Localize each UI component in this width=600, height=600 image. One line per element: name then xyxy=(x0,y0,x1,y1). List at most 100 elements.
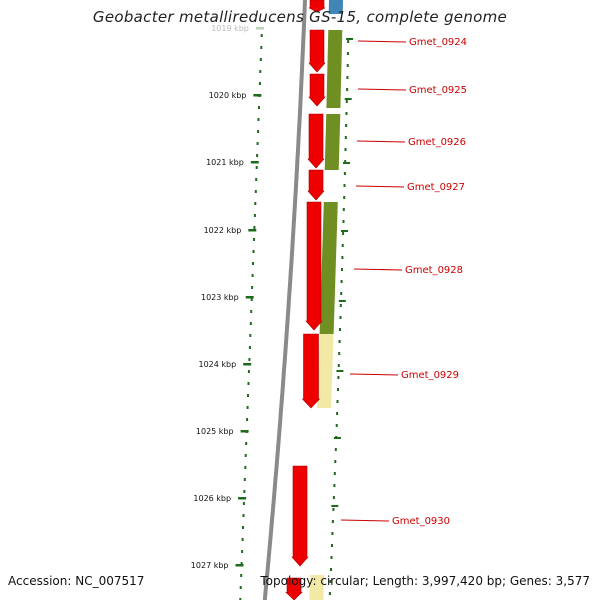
ruler-dot xyxy=(239,598,242,600)
gene-label: Gmet_0928 xyxy=(405,265,463,276)
tick-label: 1020 kbp xyxy=(209,91,247,100)
ruler-dot xyxy=(239,586,242,589)
ruler-dot xyxy=(253,214,256,217)
ruler-dot xyxy=(254,202,257,205)
ruler-dot xyxy=(259,70,262,73)
tick-label: 1021 kbp xyxy=(206,158,244,167)
gene-label-connector xyxy=(340,519,390,522)
ruler-dot xyxy=(340,280,343,283)
ruler-dot xyxy=(252,262,254,265)
ruler-dot xyxy=(242,514,245,517)
ruler-dot xyxy=(330,568,332,571)
gene-label-connector xyxy=(357,40,407,43)
gene-label-connector xyxy=(355,185,405,188)
cog-segment xyxy=(319,202,338,334)
genome-summary-text: Topology: circular; Length: 3,997,420 bp… xyxy=(260,574,590,588)
ruler-dot xyxy=(251,274,254,277)
ruler-dot xyxy=(334,448,337,451)
tick-label: 1027 kbp xyxy=(191,561,229,570)
ruler-dot xyxy=(255,178,258,181)
tick-mark xyxy=(245,296,254,299)
ruler-dot xyxy=(333,472,336,475)
ruler-dot xyxy=(259,58,262,61)
tick-label: 1024 kbp xyxy=(198,360,236,369)
ruler-dot xyxy=(342,208,345,211)
ruler-dot xyxy=(337,376,340,379)
ruler-dot xyxy=(256,142,259,145)
ruler-dot xyxy=(346,76,349,79)
gene-arrow xyxy=(285,577,303,600)
tick-label: 1026 kbp xyxy=(193,494,231,503)
ruler-dot xyxy=(241,550,244,553)
ruler-dot xyxy=(247,370,250,373)
minor-tick xyxy=(343,162,350,164)
ruler-dot xyxy=(254,190,257,193)
gene-arrow xyxy=(305,201,323,331)
ruler-dot xyxy=(240,562,243,565)
ruler-dot xyxy=(253,238,255,241)
ruler-dots xyxy=(239,34,350,600)
gene-arrow xyxy=(308,29,326,73)
gene-label: Gmet_0924 xyxy=(409,37,467,48)
gene-label-connector xyxy=(353,268,403,271)
gene-labels: Gmet_0924 Gmet_0925 Gmet_0926 Gmet_0927 Gmet… xyxy=(340,37,467,527)
ruler-dot xyxy=(340,292,343,295)
ruler-dot xyxy=(244,454,247,457)
ruler-dot xyxy=(252,250,255,253)
tick-mark xyxy=(250,161,259,164)
tick-mark xyxy=(238,497,247,500)
ruler-dot xyxy=(330,556,333,559)
ruler-dot xyxy=(346,64,349,67)
ruler-dot xyxy=(341,268,343,271)
ruler-dot xyxy=(331,532,334,535)
minor-tick xyxy=(331,505,339,507)
genome-backbone xyxy=(262,0,307,600)
cog-segment xyxy=(317,334,334,408)
ruler-dot xyxy=(344,136,347,139)
ruler-dot xyxy=(341,256,344,259)
ruler-dot xyxy=(260,46,263,49)
ruler-dot xyxy=(331,544,333,547)
ruler-dot xyxy=(337,364,340,367)
ruler-dot xyxy=(250,298,253,301)
gene-label-connector xyxy=(357,88,407,91)
ruler-dot xyxy=(334,460,337,463)
tick-mark xyxy=(240,430,249,433)
ruler-dot xyxy=(256,154,259,157)
ruler-dot xyxy=(345,124,348,127)
ruler-dot xyxy=(244,466,247,469)
ruler-dot xyxy=(328,592,331,595)
ruler-dot xyxy=(242,502,245,505)
cog-track xyxy=(309,0,343,600)
ruler-dot xyxy=(344,148,347,151)
accession-text: Accession: NC_007517 xyxy=(8,574,145,588)
ruler-dot xyxy=(333,484,336,487)
backbone xyxy=(262,0,307,600)
ruler-dot xyxy=(257,130,260,133)
tick-mark xyxy=(248,229,257,232)
minor-tick xyxy=(336,370,344,372)
ruler-dot xyxy=(336,412,339,415)
gene-arrow xyxy=(307,113,325,169)
gene-label: Gmet_0927 xyxy=(407,182,465,193)
ruler-dot xyxy=(258,82,261,85)
tick-label: 1025 kbp xyxy=(196,427,234,436)
ruler-dot xyxy=(342,232,345,235)
gene-arrow xyxy=(291,465,309,567)
ruler-dot xyxy=(248,358,251,361)
ruler-dot xyxy=(345,100,348,103)
tick-mark xyxy=(255,27,264,30)
gene-arrow xyxy=(301,333,321,409)
ruler-dot xyxy=(245,442,248,445)
ruler-dot xyxy=(258,106,260,109)
ruler-dot xyxy=(331,520,334,523)
ruler-dot xyxy=(248,346,251,349)
gene-label-connector xyxy=(349,373,399,376)
ruler-dot xyxy=(332,508,335,511)
ruler-dot xyxy=(335,424,338,427)
minor-tick xyxy=(346,38,354,40)
tick-label: 1022 kbp xyxy=(204,226,242,235)
map-title: Geobacter metallireducens GS-15, complet… xyxy=(92,8,508,26)
ruler-dot xyxy=(246,406,249,409)
